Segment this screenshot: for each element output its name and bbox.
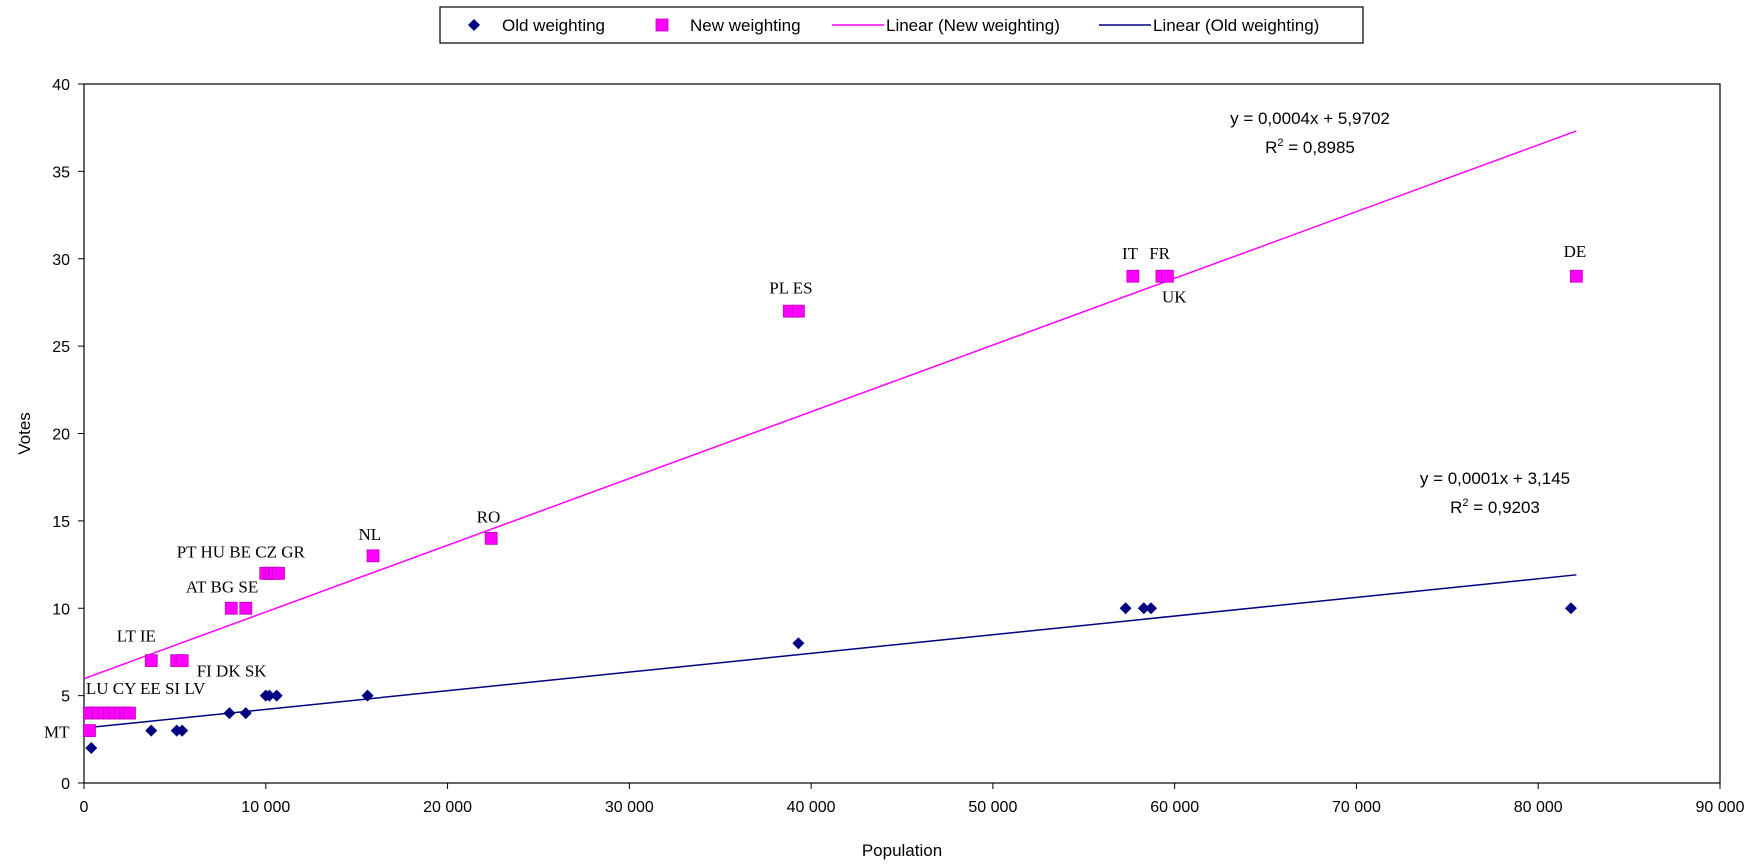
new-weighting-point: [224, 601, 238, 615]
r-squared-number: = 0,9203: [1469, 498, 1540, 517]
trendline-equation: y = 0,0001x + 3,145: [1420, 469, 1570, 488]
new-weighting-point: [83, 724, 96, 737]
y-tick-label: 10: [52, 601, 70, 618]
new-weighting-point: [175, 654, 189, 668]
old-weighting-point: [1145, 602, 1158, 615]
country-label: LU CY EE SI LV: [86, 679, 206, 698]
y-tick-label: 15: [52, 514, 70, 531]
old-weighting-point: [1564, 602, 1577, 615]
old-weighting-point: [1119, 602, 1132, 615]
r-squared-superscript: 2: [1277, 137, 1283, 149]
country-label: MT: [44, 723, 70, 742]
x-tick-label: 70 000: [1332, 799, 1381, 816]
legend-items: Old weighting New weighting Linear (New we…: [468, 16, 1319, 35]
new-weighting-markers: [83, 269, 1583, 737]
r-squared-number: = 0,8985: [1284, 138, 1355, 157]
country-label: UK: [1162, 287, 1187, 306]
country-label: RO: [477, 508, 501, 527]
y-axis-title: Votes: [15, 412, 34, 455]
country-label: PL ES: [769, 279, 812, 298]
x-axis: 0 10 000 20 000 30 000 40 000 50 000 60 000 70 …: [80, 783, 1745, 816]
new-weighting-point: [484, 531, 498, 545]
country-label: AT BG SE: [186, 578, 258, 597]
x-tick-label: 30 000: [605, 799, 654, 816]
new-weighting-point: [239, 601, 253, 615]
legend-box: [439, 6, 1364, 44]
x-tick-label: 0: [80, 799, 89, 816]
new-weighting-point: [791, 304, 805, 318]
r-squared-value: R2 = 0,9203: [1450, 497, 1540, 517]
r-squared-label: R: [1450, 498, 1462, 517]
trendline-new: [83, 130, 1577, 680]
y-tick-label: 25: [52, 339, 70, 356]
new-weighting-point: [144, 654, 158, 668]
x-tick-label: 60 000: [1150, 799, 1199, 816]
y-tick-label: 30: [52, 252, 70, 269]
x-tick-label: 50 000: [968, 799, 1017, 816]
country-label: FI DK SK: [197, 661, 268, 680]
legend-square-icon: [655, 18, 669, 32]
y-tick-label: 0: [61, 776, 70, 793]
old-weighting-point: [263, 689, 276, 702]
legend-label: Linear (New weighting): [886, 16, 1060, 35]
y-tick-label: 35: [52, 164, 70, 181]
x-tick-label: 80 000: [1514, 799, 1563, 816]
old-weighting-point: [176, 724, 189, 737]
old-weighting-markers: [85, 602, 1577, 755]
new-weighting-point: [1126, 269, 1140, 283]
plot-area: [83, 83, 1721, 784]
old-weighting-point: [85, 742, 98, 755]
old-weighting-point: [792, 637, 805, 650]
new-weighting-point: [1569, 269, 1583, 283]
y-tick-label: 5: [61, 689, 70, 706]
country-label: NL: [358, 525, 381, 544]
x-tick-label: 10 000: [241, 799, 290, 816]
y-tick-label: 20: [52, 427, 70, 444]
new-weighting-point: [123, 706, 136, 720]
r-squared-value: R2 = 0,8985: [1265, 137, 1355, 157]
legend-diamond-icon: [468, 19, 480, 31]
old-weighting-point: [145, 724, 158, 737]
legend-label: Old weighting: [502, 16, 605, 35]
new-weighting-point: [1160, 269, 1174, 283]
y-tick-label: 40: [52, 77, 70, 94]
old-weighting-point: [1137, 602, 1150, 615]
trendline-old: [83, 574, 1577, 729]
old-weighting-point: [361, 689, 374, 702]
new-weighting-point: [366, 549, 380, 563]
trendline-equation: y = 0,0004x + 5,9702: [1230, 109, 1390, 128]
legend-label: New weighting: [690, 16, 801, 35]
point-labels: MT LU CY EE SI LV LT IE FI DK SK AT BG SE PT …: [44, 242, 1586, 742]
old-weighting-point: [223, 707, 236, 720]
x-tick-label: 40 000: [787, 799, 836, 816]
r-squared-label: R: [1265, 138, 1277, 157]
country-label: LT IE: [117, 626, 156, 645]
legend-label: Linear (Old weighting): [1153, 16, 1319, 35]
trendlines: [83, 130, 1577, 729]
legend: Old weighting New weighting Linear (New we…: [439, 6, 1364, 44]
x-axis-title: Population: [862, 841, 942, 860]
new-weighting-point: [272, 566, 285, 580]
x-tick-label: 90 000: [1696, 799, 1745, 816]
old-weighting-point: [239, 707, 252, 720]
x-tick-label: 20 000: [423, 799, 472, 816]
y-axis: 0 5 10 15 20 25 30 35 40: [52, 77, 84, 793]
country-label: FR: [1149, 244, 1170, 263]
country-label: IT: [1122, 244, 1139, 263]
old-weighting-point: [270, 689, 283, 702]
country-label: PT HU BE CZ GR: [177, 543, 306, 562]
country-label: DE: [1564, 242, 1587, 261]
r-squared-superscript: 2: [1462, 497, 1468, 509]
